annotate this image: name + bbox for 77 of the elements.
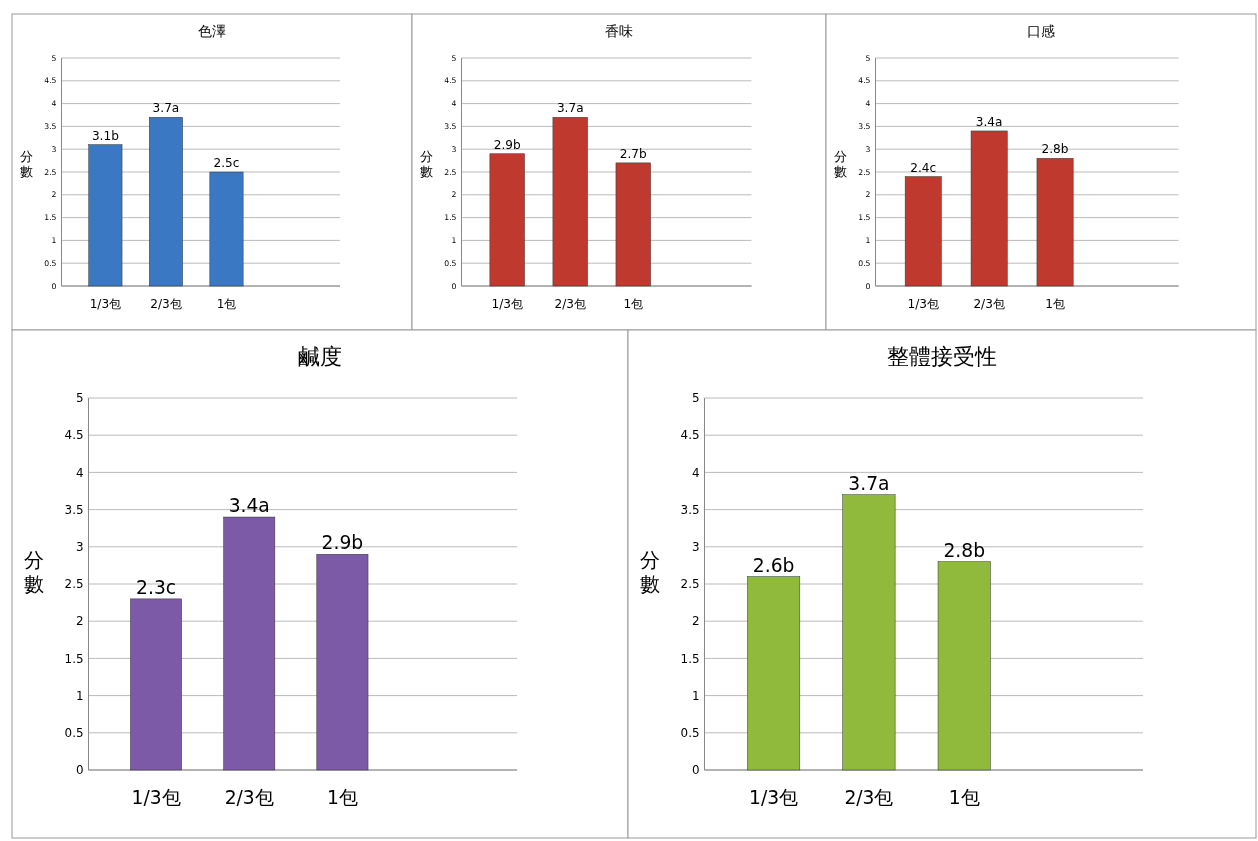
data-label: 2.3c — [136, 576, 177, 598]
chart-title: 口感 — [1027, 23, 1055, 39]
data-label: 2.4c — [910, 160, 937, 175]
data-label: 2.6b — [752, 554, 795, 576]
y-axis-title: 分數 — [640, 548, 661, 596]
bar — [130, 598, 182, 771]
bar — [904, 176, 942, 287]
x-tick-label: 1包 — [216, 297, 237, 311]
y-tick-label: 0.5 — [680, 725, 700, 740]
data-label: 2.7b — [619, 146, 648, 161]
bar — [223, 516, 276, 771]
bar — [1036, 158, 1074, 287]
x-tick-label: 1/3包 — [491, 297, 523, 311]
x-tick-label: 1包 — [948, 787, 980, 808]
data-label: 2.9b — [321, 532, 364, 554]
bar — [747, 576, 801, 771]
x-tick-label: 1包 — [1045, 297, 1065, 311]
bar — [970, 130, 1008, 287]
y-tick-label: 0 — [75, 763, 84, 778]
x-tick-label: 1/3包 — [907, 297, 940, 311]
x-tick-label: 2/3包 — [150, 297, 182, 311]
bar — [209, 171, 244, 287]
data-label: 3.7a — [152, 101, 180, 116]
chart-title: 鹹度 — [298, 343, 342, 369]
bar — [615, 162, 651, 287]
data-label: 3.4a — [228, 495, 270, 517]
y-axis-title: 分數 — [833, 149, 847, 180]
data-label: 2.8b — [1041, 142, 1069, 157]
y-tick-label: 5 — [691, 391, 700, 406]
bar — [316, 553, 369, 771]
data-label: 3.7a — [848, 472, 890, 494]
bar — [937, 561, 991, 771]
x-tick-label: 1包 — [326, 787, 358, 808]
y-tick-label: 3 — [75, 539, 84, 554]
y-tick-label: 1.5 — [680, 651, 700, 666]
y-tick-label: 5 — [75, 391, 84, 406]
y-tick-label: 4.5 — [64, 428, 84, 443]
y-tick-label: 4 — [691, 465, 700, 480]
x-tick-label: 2/3包 — [224, 787, 274, 808]
x-tick-label: 2/3包 — [844, 787, 894, 808]
y-tick-label: 1.5 — [64, 651, 84, 666]
x-tick-label: 1/3包 — [749, 787, 799, 808]
data-label: 3.1b — [91, 128, 120, 143]
x-tick-label: 1/3包 — [131, 787, 181, 808]
y-tick-label: 3.5 — [680, 502, 700, 517]
chart-title: 色澤 — [198, 23, 226, 39]
y-axis-title: 分數 — [419, 149, 433, 180]
y-tick-label: 0 — [691, 763, 700, 778]
y-tick-label: 2.5 — [680, 577, 700, 592]
x-tick-label: 1/3包 — [89, 297, 122, 311]
y-tick-label: 3.5 — [64, 502, 84, 517]
bar — [149, 117, 183, 287]
y-axis-title: 分數 — [24, 548, 45, 596]
data-label: 2.9b — [493, 137, 521, 152]
bar — [88, 144, 123, 287]
data-label: 3.4a — [975, 114, 1003, 129]
y-tick-label: 2 — [691, 614, 700, 629]
y-tick-label: 2 — [75, 614, 84, 629]
bar — [842, 494, 896, 771]
y-tick-label: 2.5 — [64, 577, 84, 592]
y-tick-label: 1 — [75, 688, 84, 703]
y-axis-title: 分數 — [19, 149, 33, 180]
chart-title: 香味 — [605, 23, 633, 39]
y-tick-label: 1 — [691, 688, 700, 703]
y-tick-label: 3 — [691, 539, 700, 554]
data-label: 3.7a — [556, 101, 584, 116]
y-tick-label: 4.5 — [680, 428, 700, 443]
data-label: 2.8b — [943, 539, 986, 561]
x-tick-label: 2/3包 — [973, 297, 1005, 311]
chart-title: 整體接受性 — [887, 343, 997, 369]
bar — [489, 153, 525, 287]
data-label: 2.5c — [213, 156, 240, 170]
x-tick-label: 1包 — [623, 297, 644, 311]
y-tick-label: 0.5 — [64, 725, 84, 740]
bar — [552, 117, 588, 287]
x-tick-label: 2/3包 — [554, 297, 586, 311]
y-tick-label: 4 — [75, 465, 84, 480]
